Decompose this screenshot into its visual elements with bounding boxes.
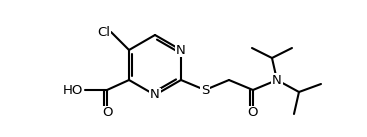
Text: N: N (150, 89, 160, 102)
Text: Cl: Cl (97, 25, 110, 38)
Text: N: N (176, 44, 186, 56)
Text: O: O (248, 106, 258, 119)
Text: S: S (201, 83, 209, 96)
Text: N: N (272, 73, 282, 86)
Text: HO: HO (63, 83, 83, 96)
Text: O: O (102, 106, 112, 119)
